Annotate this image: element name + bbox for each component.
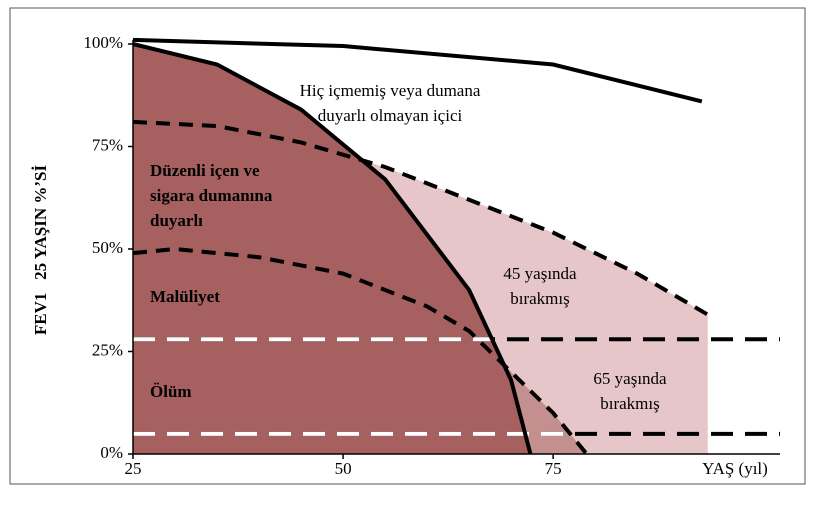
threshold-label: Ölüm — [150, 382, 192, 401]
x-tick-label: 75 — [545, 459, 562, 478]
series-label: 45 yaşında — [503, 264, 577, 283]
series-label: bırakmış — [600, 394, 660, 413]
frame — [9, 7, 806, 485]
x-axis-label: YAŞ (yıl) — [702, 459, 768, 478]
y-tick-label: 25% — [92, 340, 123, 359]
x-tick-label: 25 — [125, 459, 142, 478]
y-tick-label: 0% — [100, 443, 123, 462]
series-label: Düzenli içen ve — [150, 161, 260, 180]
series-line — [132, 119, 709, 317]
series-line — [132, 37, 703, 104]
series-label: 65 yaşında — [593, 369, 667, 388]
y-tick-label: 50% — [92, 238, 123, 257]
series-label: bırakmış — [510, 289, 570, 308]
series-label: sigara dumanına — [150, 186, 273, 205]
x-tick-label: 50 — [335, 459, 352, 478]
series-line — [132, 246, 589, 456]
series-label: duyarlı — [150, 211, 203, 230]
y-tick-label: 75% — [92, 135, 123, 154]
series-line — [132, 42, 533, 455]
series-label: Hiç içmemiş veya dumana — [300, 81, 481, 100]
threshold-label: Malüliyet — [150, 287, 220, 306]
y-tick-label: 100% — [83, 33, 123, 52]
y-axis-label: FEV1 25 YAŞIN %’Sİ — [31, 165, 50, 336]
area-fill — [133, 44, 531, 454]
series-label: duyarlı olmayan içici — [318, 106, 463, 125]
